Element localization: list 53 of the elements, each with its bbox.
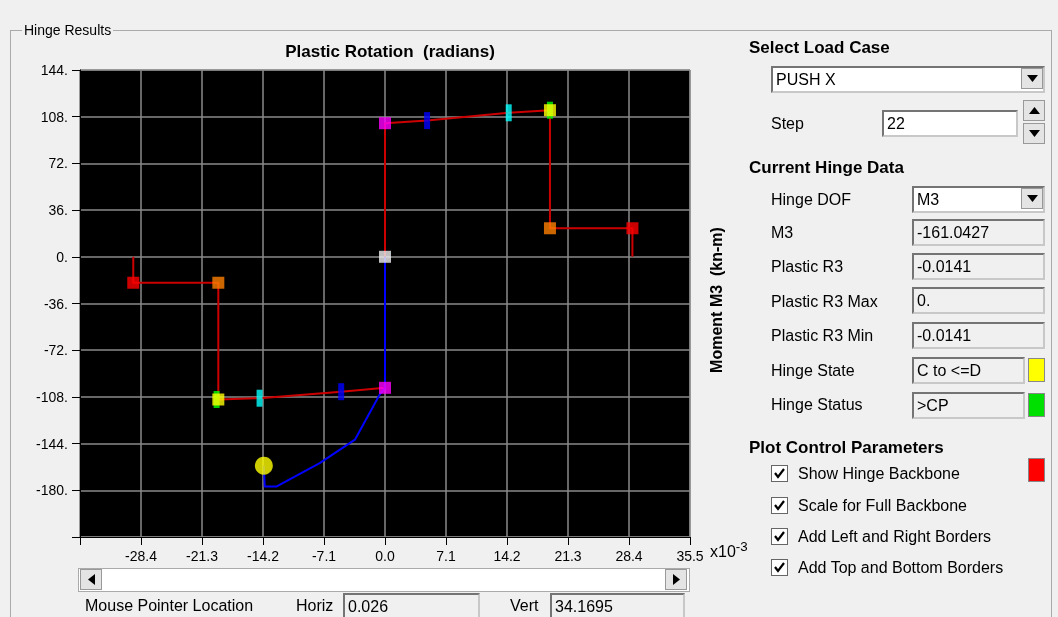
y-tick-label: -108. [36,388,68,405]
text: -161.0427 [912,218,1045,246]
text: Plot Control Parameters [749,438,944,458]
text: Add Top and Bottom Borders [798,558,1004,578]
text: Plastic R3 Min [771,326,874,346]
x-tick-label: -7.1 [311,548,337,564]
x-tick-label: 7.1 [436,548,456,564]
text: Show Hinge Backbone [798,464,960,484]
text: Step [771,114,804,134]
text: Plastic R3 Max [771,292,878,312]
x-tick-label: 0.0 [375,548,395,564]
x-tick-label: -21.3 [186,548,219,564]
y-tick-label: -36. [43,295,68,312]
text: -0.0141 [912,321,1045,349]
text: Hinge State [771,361,855,381]
x-tick-label: 14.2 [493,548,521,564]
text: 34.1695 [550,592,685,617]
text: Horiz [296,596,334,616]
text: Scale for Full Backbone [798,496,967,516]
y-tick-label: -180. [36,482,68,499]
x-tick-label: 35.5 [676,548,704,564]
text: Plastic R3 [771,257,844,277]
text: Hinge DOF [771,190,852,210]
y-tick-label: -144. [36,435,68,452]
text: >CP [912,391,1025,419]
text: -0.0141 [912,252,1045,280]
y-tick-label: 72. [48,155,68,172]
text: x10$^{-3}$ [710,537,748,562]
y-axis-title: Moment M3 (kn-m) [707,227,725,373]
y-tick-label: -72. [43,342,68,359]
text: 0.026 [343,592,480,617]
text: 0. [912,286,1045,314]
text: 22 [882,109,1018,137]
text: M3 [771,223,794,243]
text: Mouse Pointer Location [85,596,254,616]
x-tick-label: 28.4 [615,548,643,564]
text: Add Left and Right Borders [798,527,992,547]
chart-title: Plastic Rotation (radians) [285,42,495,61]
text: C to <=D [912,356,1025,384]
text: Hinge Status [771,395,863,415]
text: M3 [912,185,1045,213]
y-tick-label: 108. [40,108,68,125]
text: Select Load Case [749,38,890,58]
text: Current Hinge Data [749,158,904,178]
x-tick-label: 21.3 [554,548,582,564]
x-tick-label: -28.4 [125,548,158,564]
text: PUSH X [771,65,1045,93]
text: Hinge Results [22,20,114,40]
y-tick-label: 0. [56,248,68,265]
y-tick-label: 144. [40,62,68,78]
x-tick-label: -14.2 [247,548,280,564]
y-tick-label: 36. [48,202,68,219]
text: Vert [510,596,539,616]
